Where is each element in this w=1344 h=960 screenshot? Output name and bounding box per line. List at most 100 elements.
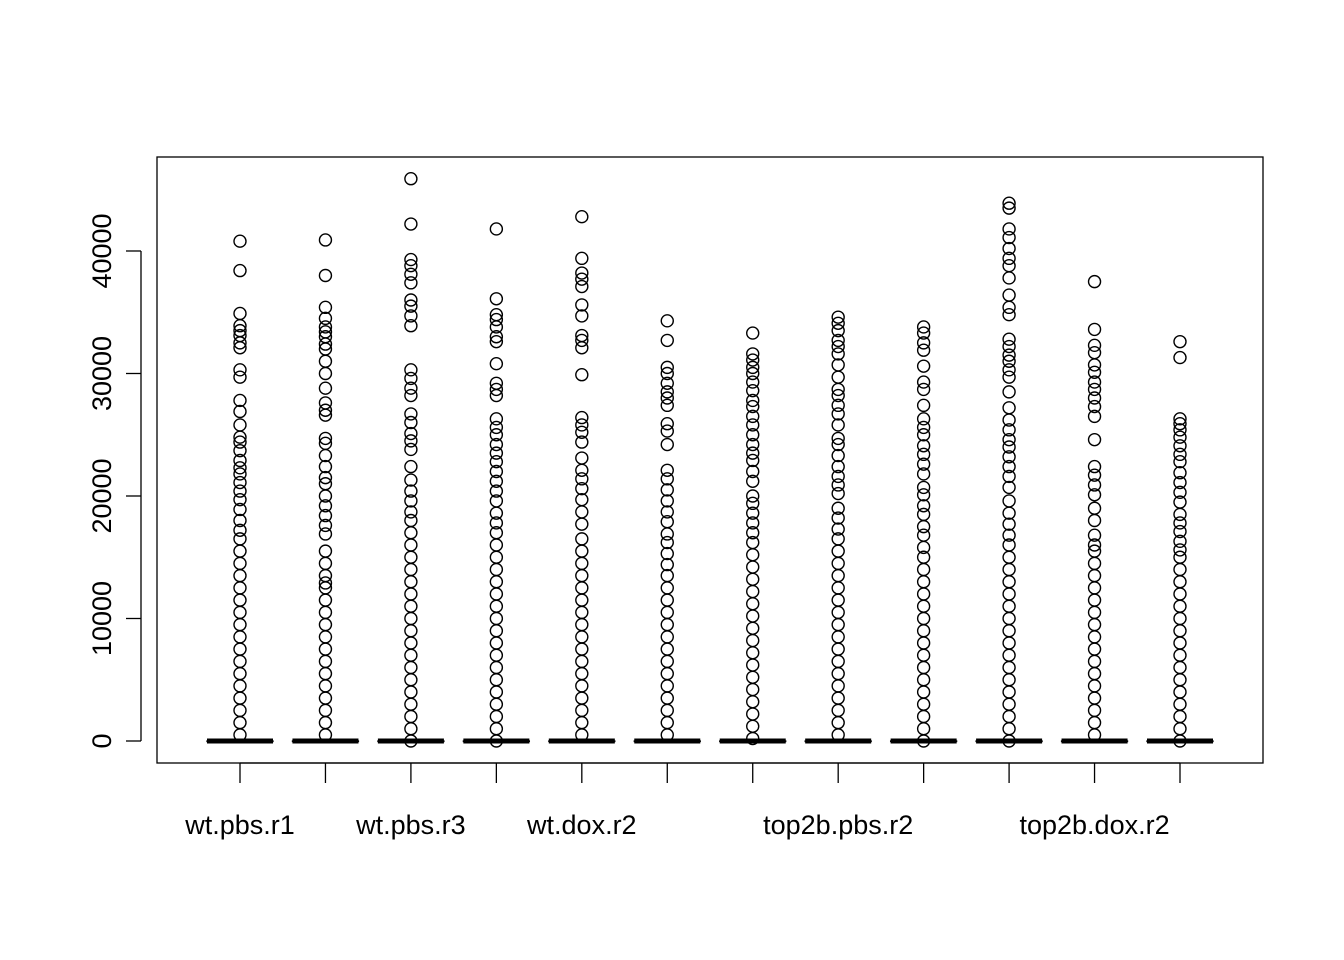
- outlier: [1002, 307, 1016, 322]
- outlier: [1087, 432, 1102, 447]
- outlier: [233, 453, 247, 468]
- outlier: [233, 418, 247, 432]
- outlier: [831, 568, 845, 583]
- outlier: [746, 418, 760, 432]
- outlier: [746, 609, 760, 623]
- outlier: [1087, 538, 1102, 552]
- outlier: [660, 546, 674, 561]
- outlier: [233, 513, 247, 528]
- outlier: [916, 528, 931, 542]
- outlier: [916, 398, 931, 413]
- outlier: [746, 695, 760, 709]
- outlier: [404, 697, 418, 711]
- outlier: [1002, 562, 1016, 577]
- outlier: [318, 666, 333, 681]
- outlier: [404, 505, 418, 519]
- outlier: [233, 435, 247, 449]
- outlier: [233, 728, 247, 742]
- outlier: [404, 587, 418, 601]
- outlier: [318, 381, 333, 395]
- outlier: [489, 412, 504, 426]
- outlier: [1002, 722, 1016, 736]
- outlier: [489, 562, 504, 577]
- outlier: [1087, 375, 1102, 389]
- outlier: [1173, 507, 1187, 522]
- outlier: [746, 366, 760, 381]
- outlier: [404, 442, 418, 457]
- outlier: [916, 624, 931, 638]
- outlier: [318, 233, 333, 247]
- outlier: [831, 605, 845, 620]
- outlier: [489, 320, 504, 334]
- outlier: [318, 593, 333, 607]
- outlier: [1002, 241, 1016, 256]
- outlier: [1002, 697, 1016, 711]
- outlier: [746, 399, 760, 414]
- outlier: [233, 484, 247, 498]
- outlier: [318, 448, 333, 463]
- outlier: [1173, 660, 1187, 675]
- outlier: [318, 642, 333, 656]
- outlier: [746, 633, 760, 648]
- outlier: [404, 624, 418, 638]
- outlier: [1002, 354, 1016, 368]
- outlier: [1173, 334, 1187, 349]
- outlier: [489, 660, 504, 675]
- outlier: [831, 437, 845, 452]
- outlier: [575, 209, 589, 224]
- outlier: [404, 299, 418, 313]
- outlier: [1002, 432, 1016, 447]
- outlier: [1173, 485, 1187, 500]
- outlier: [660, 398, 674, 413]
- outlier: [318, 499, 333, 513]
- outlier: [1002, 624, 1016, 638]
- outlier: [916, 343, 931, 357]
- outlier: [404, 293, 418, 307]
- outlier: [660, 728, 674, 742]
- outlier: [318, 576, 333, 590]
- outlier: [746, 383, 760, 398]
- outlier: [746, 446, 760, 460]
- outlier: [404, 660, 418, 675]
- outlier: [1173, 575, 1187, 589]
- outlier: [575, 517, 589, 531]
- outlier: [1173, 685, 1187, 699]
- outlier: [318, 691, 333, 705]
- outlier: [404, 513, 418, 528]
- outlier: [916, 420, 931, 435]
- outlier: [746, 670, 760, 684]
- outlier: [831, 486, 845, 501]
- outlier: [1087, 528, 1102, 542]
- outlier: [318, 605, 333, 620]
- outlier: [233, 234, 247, 248]
- outlier: [916, 540, 931, 555]
- outlier: [233, 336, 247, 350]
- outlier: [404, 363, 418, 377]
- outlier: [746, 597, 760, 611]
- outlier: [575, 691, 589, 705]
- outlier: [1002, 734, 1016, 748]
- outlier: [746, 375, 760, 389]
- outlier: [233, 544, 247, 558]
- outlier: [404, 434, 418, 448]
- outlier: [575, 272, 589, 286]
- outlier: [318, 470, 333, 485]
- outlier: [1173, 543, 1187, 557]
- outlier: [404, 538, 418, 552]
- outlier: [233, 654, 247, 669]
- outlier: [233, 617, 247, 632]
- outlier: [575, 309, 589, 323]
- outlier: [575, 642, 589, 656]
- outlier: [916, 685, 931, 699]
- outlier: [831, 679, 845, 693]
- outlier: [916, 412, 931, 426]
- outlier: [831, 358, 845, 372]
- outlier: [404, 648, 418, 662]
- outlier: [1002, 517, 1016, 531]
- outlier: [575, 298, 589, 312]
- outlier: [831, 448, 845, 463]
- outlier: [1173, 524, 1187, 539]
- outlier: [916, 519, 931, 534]
- outlier: [660, 593, 674, 607]
- outlier: [916, 447, 931, 462]
